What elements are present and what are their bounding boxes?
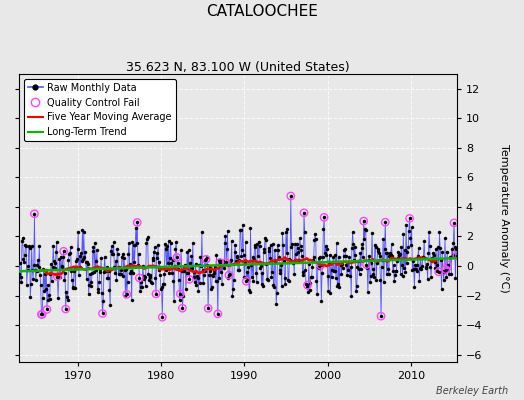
Point [123, 291, 131, 298]
Point [359, 218, 368, 224]
Point [133, 219, 141, 226]
Text: Berkeley Earth: Berkeley Earth [436, 386, 508, 396]
Point [61, 306, 70, 312]
Point [30, 210, 39, 217]
Point [300, 210, 308, 216]
Point [202, 256, 210, 262]
Point [99, 310, 107, 317]
Point [444, 262, 452, 268]
Point [242, 278, 250, 284]
Point [214, 311, 222, 317]
Point [320, 214, 329, 220]
Point [377, 313, 385, 319]
Point [434, 269, 443, 275]
Point [362, 261, 370, 268]
Point [316, 262, 325, 268]
Point [406, 215, 414, 222]
Point [442, 266, 450, 273]
Point [216, 259, 224, 266]
Point [222, 259, 231, 266]
Point [303, 282, 312, 288]
Point [185, 276, 193, 282]
Point [173, 254, 181, 261]
Text: CATALOOCHEE: CATALOOCHEE [206, 4, 318, 19]
Point [450, 220, 458, 226]
Y-axis label: Temperature Anomaly (°C): Temperature Anomaly (°C) [499, 144, 509, 292]
Title: 35.623 N, 83.100 W (United States): 35.623 N, 83.100 W (United States) [126, 61, 350, 74]
Point [135, 275, 144, 281]
Point [38, 311, 46, 318]
Point [225, 272, 233, 278]
Point [204, 305, 212, 312]
Point [453, 252, 461, 259]
Point [59, 248, 68, 254]
Point [152, 291, 160, 297]
Legend: Raw Monthly Data, Quality Control Fail, Five Year Moving Average, Long-Term Tren: Raw Monthly Data, Quality Control Fail, … [24, 79, 176, 141]
Point [53, 273, 61, 280]
Point [287, 193, 295, 199]
Point [43, 306, 51, 313]
Point [178, 305, 187, 311]
Point [381, 219, 389, 225]
Point [158, 314, 167, 320]
Point [37, 311, 46, 318]
Point [176, 291, 184, 297]
